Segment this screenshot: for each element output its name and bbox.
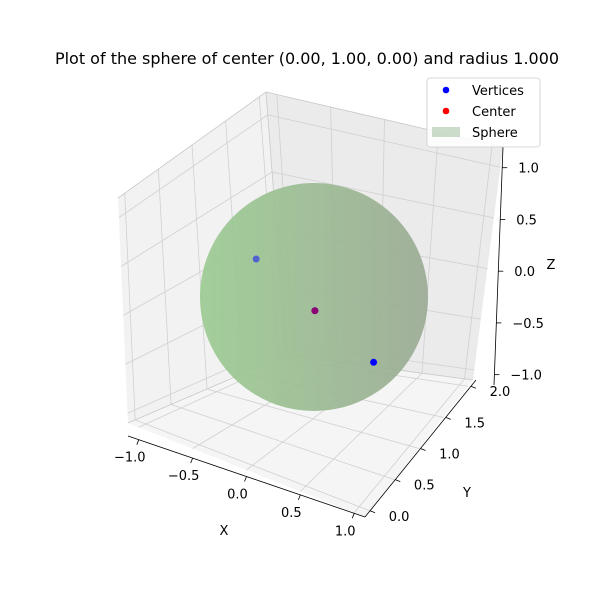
z-gridline-back xyxy=(272,171,494,219)
z-axis-label: Z xyxy=(547,258,556,273)
y-tick-label: 1.0 xyxy=(439,448,460,463)
legend-vertices-marker xyxy=(442,86,450,94)
z-tick-label: −1.0 xyxy=(510,369,542,384)
z-gridline-left xyxy=(118,114,268,218)
y-tick-mark xyxy=(470,385,477,389)
z-gridline-back xyxy=(267,114,501,168)
x-tick-mark xyxy=(351,513,355,519)
floor-pane xyxy=(128,355,473,517)
y-gridline-wall xyxy=(157,169,172,405)
y-tick-mark xyxy=(395,479,401,483)
y-ticks: 0.0 0.5 1.0 1.5 2.0 xyxy=(369,385,511,525)
legend-vertices-label: Vertices xyxy=(472,84,524,99)
legend-sphere-label: Sphere xyxy=(472,126,518,141)
x-tick-mark xyxy=(190,457,194,464)
legend-center-label: Center xyxy=(472,105,516,120)
x-axis-label: X xyxy=(220,524,229,539)
z-gridline-left xyxy=(120,171,273,267)
x-tick-label: −1.0 xyxy=(114,451,146,466)
y-axis-label: Y xyxy=(462,486,471,501)
x-tick-label: 0.0 xyxy=(227,488,248,503)
x-tick-label: 1.0 xyxy=(335,524,356,539)
x-tick-mark xyxy=(136,439,140,445)
legend: Vertices Center Sphere xyxy=(426,77,541,148)
y-gridline-floor xyxy=(170,404,395,481)
z-axis-line xyxy=(493,146,504,386)
x-gridline-wall xyxy=(464,144,493,379)
x-tick-label: −0.5 xyxy=(168,469,200,484)
x-tick-mark xyxy=(244,476,247,482)
markers xyxy=(252,255,378,366)
z-tick-label: −0.5 xyxy=(512,317,544,332)
y-gridline-floor xyxy=(206,388,420,449)
y-gridline-floor xyxy=(135,419,371,512)
chart-title: Plot of the sphere of center (0.00, 1.00… xyxy=(55,49,559,68)
z-ticks: −1.0 −0.5 0.0 0.5 1.0 xyxy=(494,162,544,384)
y-tick-mark xyxy=(445,416,451,420)
z-tick-label: 0.0 xyxy=(514,265,535,280)
legend-center-marker xyxy=(442,107,450,115)
vertex-point xyxy=(252,255,260,263)
y-tick-mark xyxy=(369,510,376,514)
x-tick-label: 0.5 xyxy=(281,506,302,521)
z-tick-label: 0.5 xyxy=(516,213,537,228)
x-tick-mark xyxy=(297,494,301,501)
y-tick-label: 0.0 xyxy=(389,510,410,525)
y-tick-label: 2.0 xyxy=(490,385,511,400)
y-tick-mark xyxy=(420,448,426,451)
z-tick-label: 1.0 xyxy=(518,162,539,177)
y-gridline-wall xyxy=(124,193,136,420)
grid-lines xyxy=(118,94,501,513)
center-point xyxy=(311,307,319,315)
y-tick-label: 1.5 xyxy=(464,416,485,431)
legend-sphere-patch xyxy=(432,127,460,137)
y-tick-label: 0.5 xyxy=(414,479,435,494)
vertex-point xyxy=(370,358,378,366)
sphere-surface xyxy=(200,183,428,411)
x-gridline-wall xyxy=(421,131,439,374)
x-ticks: −1.0 −0.5 0.0 0.5 1.0 xyxy=(114,439,356,539)
y-gridline-wall xyxy=(191,144,208,390)
